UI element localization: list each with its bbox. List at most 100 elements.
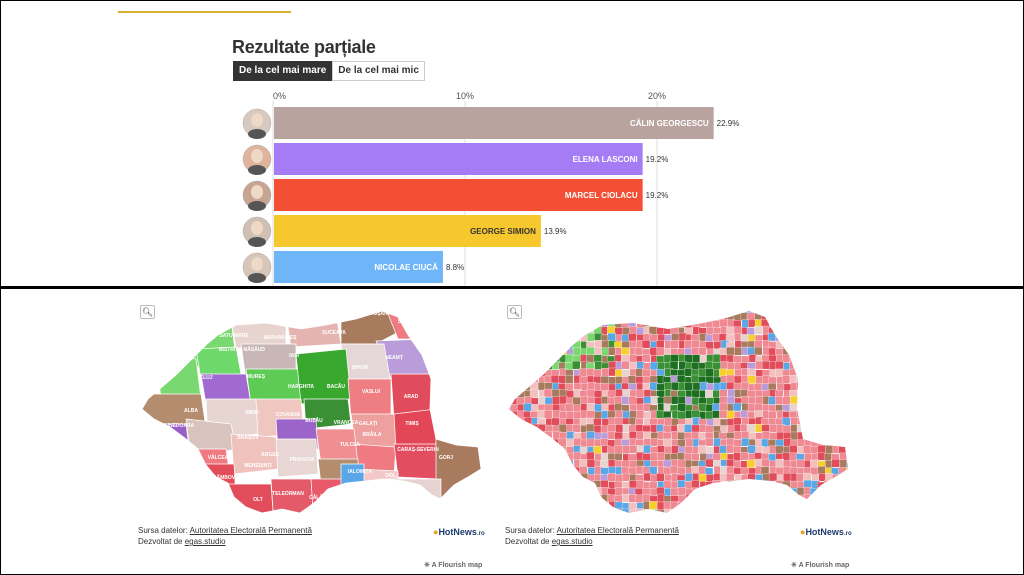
zoom-button-right[interactable]: 🔍︎ [507,305,522,319]
locality-cell [621,508,630,513]
locality-cell [803,375,812,384]
locality-cell [685,438,694,447]
locality-cell [656,311,665,314]
locality-cell [811,417,820,426]
locality-map[interactable] [503,299,853,524]
sort-desc-button[interactable]: De la cel mai mare [233,61,333,81]
bar[interactable] [274,143,643,175]
locality-cell [517,453,526,462]
locality-cell [509,360,518,370]
locality-cell [838,411,847,420]
locality-cell [585,313,595,322]
locality-cell [531,473,540,483]
locality-cell [846,334,848,343]
locality-cell [790,320,799,329]
locality-cell [614,311,623,314]
locality-cell [530,312,539,322]
locality-cell [516,355,525,365]
locality-cell [748,517,756,524]
county-region[interactable] [155,353,202,400]
locality-cell [839,361,848,371]
county-region[interactable] [175,478,222,514]
locality-cell [573,438,582,447]
locality-cell [824,404,834,413]
bar-group[interactable]: ELENA LASCONI 19.2% [242,143,668,175]
locality-cell [670,501,679,510]
bar[interactable] [274,107,714,139]
locality-cell [602,299,610,306]
locality-cell [825,424,834,434]
locality-cell [601,508,610,513]
maps-panel: 🔍︎ SATU MARE MARAMUREȘ SUCEAVA BOTOȘANI SĂLA… [1,289,1023,574]
locality-cell [643,431,652,440]
locality-cell [756,299,764,306]
locality-cell [574,523,582,524]
county-region[interactable] [393,408,437,450]
bar-group[interactable]: NICOLAE CIUCĂ 8.8% [242,251,464,283]
county-region[interactable] [347,378,392,420]
locality-cell [572,360,581,370]
county-region[interactable] [275,438,319,478]
county-region[interactable] [215,483,275,524]
bar[interactable] [274,251,443,283]
county-region[interactable] [310,478,349,524]
bar-group[interactable]: GEORGE SIMION 13.9% [242,215,567,247]
county-label: TIMIȘ [405,421,419,427]
locality-cell [825,368,834,377]
county-label: VRANCEA [334,420,359,426]
locality-cell [600,438,609,447]
locality-cell [783,320,792,329]
locality-cell [670,311,679,315]
locality-cell [656,347,665,356]
zoom-button-left[interactable]: 🔍︎ [140,305,155,319]
county-map[interactable]: SATU MARE MARAMUREȘ SUCEAVA BOTOȘANI SĂLAJ BI… [136,299,486,524]
locality-cell [684,502,693,511]
locality-cell [733,516,741,524]
locality-cell [601,516,609,524]
locality-cell [691,501,700,510]
locality-cell [763,522,771,524]
county-label: MEHEDINȚI [244,463,272,469]
source-link[interactable]: Autoritatea Electorală Permanentă [189,526,312,535]
county-region[interactable] [136,423,192,465]
sort-asc-button[interactable]: De la cel mai mic [332,61,425,81]
locality-cell [796,487,806,496]
county-region[interactable] [385,478,442,514]
source-link[interactable]: Autoritatea Electorală Permanentă [556,526,679,535]
locality-cell [747,508,756,513]
locality-cell [663,326,672,335]
flourish-credit-left[interactable]: ✳ A Flourish map [424,561,482,569]
flourish-credit-right[interactable]: ✳ A Flourish map [791,561,849,569]
locality-cell [573,508,582,513]
bar[interactable] [274,179,643,211]
county-region[interactable] [295,348,352,405]
locality-cell [531,347,540,356]
locality-cell [566,495,576,504]
locality-cell [677,502,686,511]
locality-cell [670,509,679,513]
bar-group[interactable]: CĂLIN GEORGESCU 22.9% [242,107,739,139]
bar[interactable] [274,215,541,247]
locality-cell [544,439,553,448]
bar-group[interactable]: MARCEL CIOLACU 19.2% [242,179,668,211]
locality-cell [580,487,589,496]
locality-cell [797,516,805,524]
source-label: Sursa datelor: [505,526,555,535]
locality-cell [621,311,630,314]
locality-cell [839,311,848,315]
x-tick-label: 0% [273,91,286,101]
locality-cell [530,326,539,336]
locality-cell [601,368,611,377]
locality-cell [811,333,821,342]
county-label: BIHOR [352,365,369,371]
locality-cell [733,311,742,315]
county-region[interactable] [195,463,237,500]
locality-cell [832,382,841,392]
locality-cell [677,403,686,412]
locality-cell [789,311,798,315]
county-region[interactable] [270,478,315,524]
locality-cell [748,299,756,307]
dev-link[interactable]: egas.studio [184,537,226,546]
dev-link[interactable]: egas.studio [551,537,593,546]
locality-cell [831,312,841,321]
